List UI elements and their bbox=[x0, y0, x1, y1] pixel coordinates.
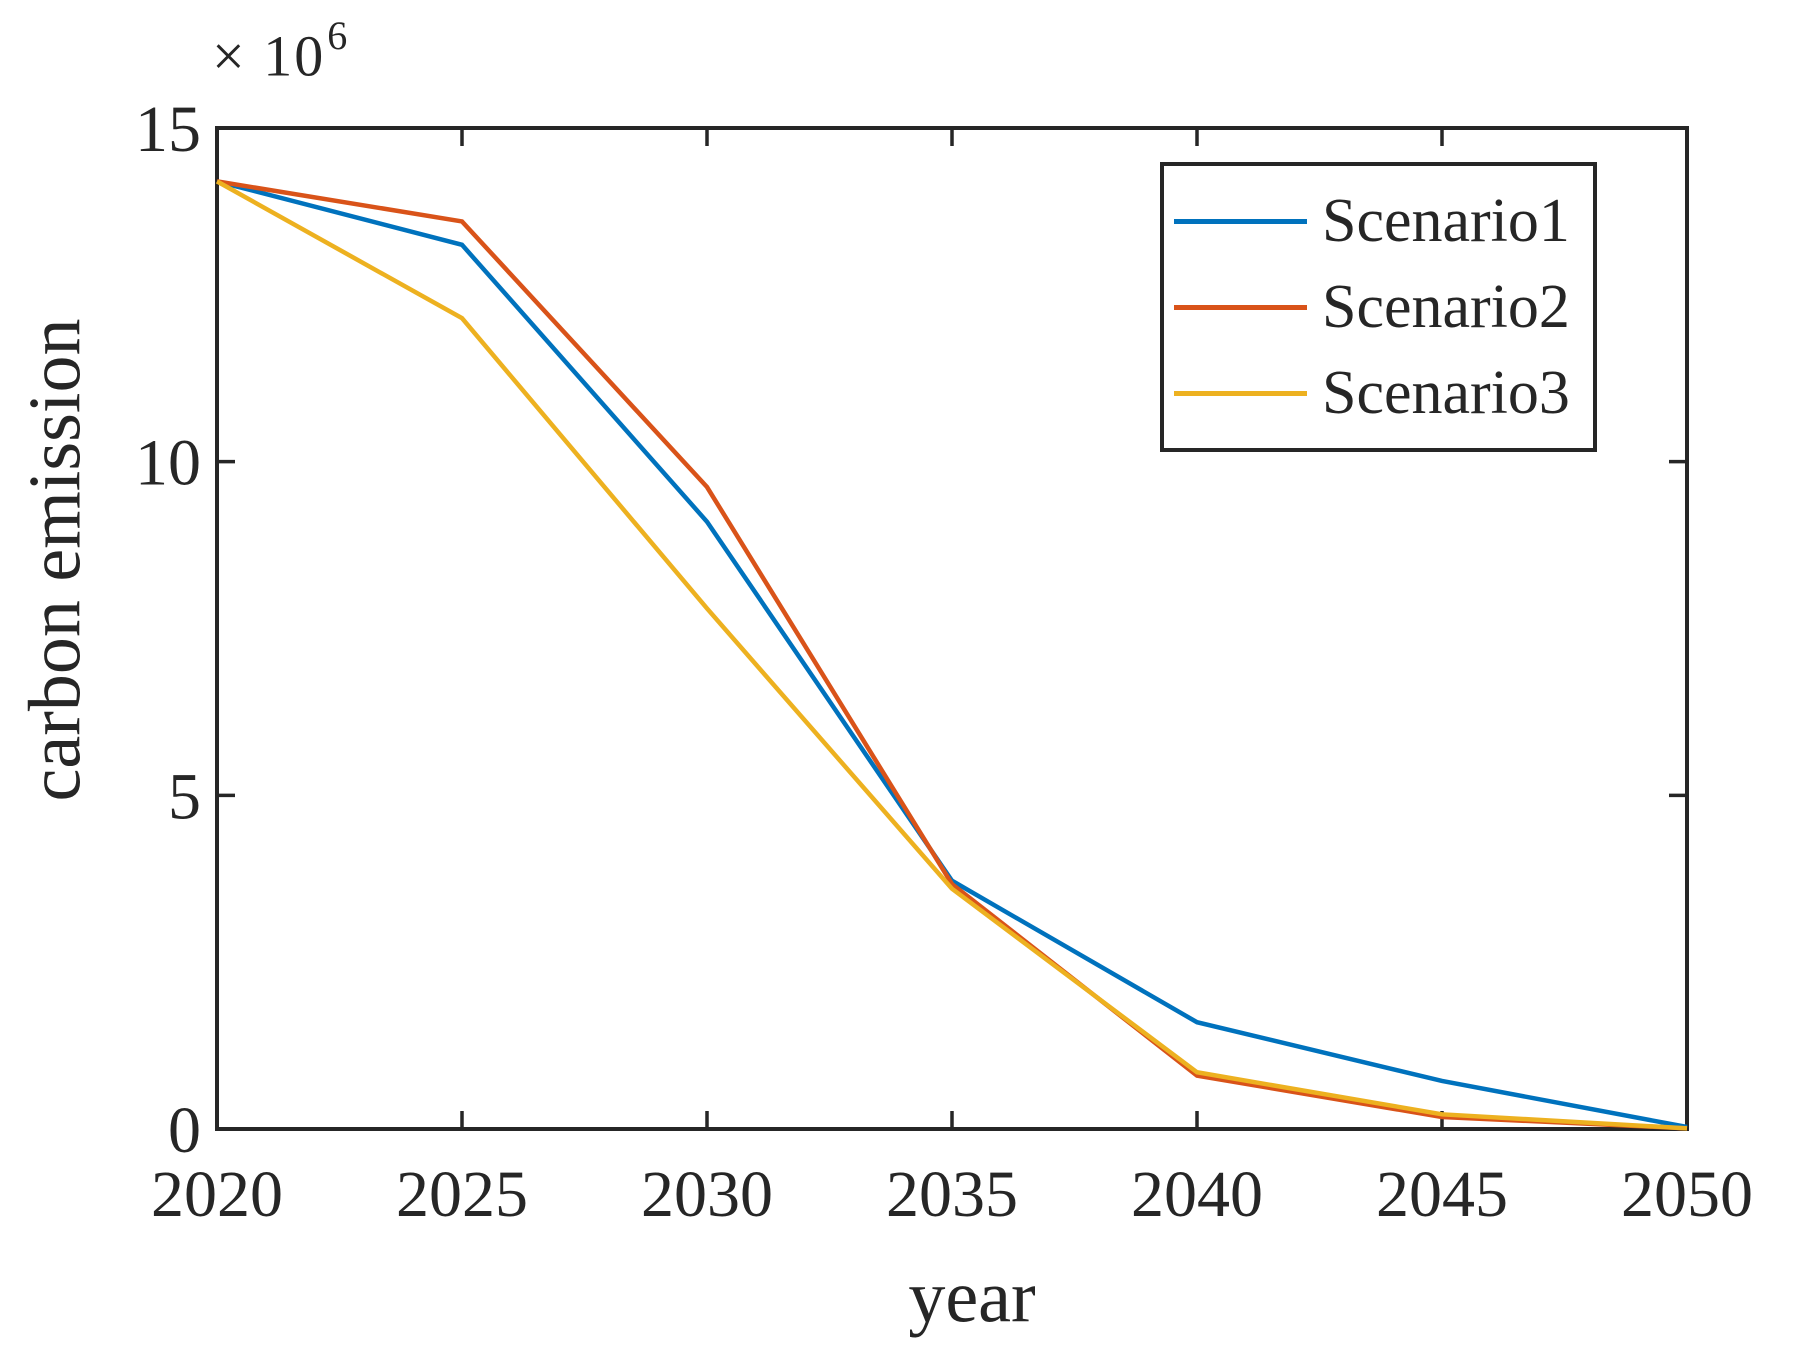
y-axis-offset-label: × 106 bbox=[212, 13, 347, 89]
x-tick-label: 2025 bbox=[396, 1158, 528, 1231]
y-axis-offset-multiplier: × 10 bbox=[212, 23, 326, 89]
series-line-scenario2 bbox=[216, 179, 1688, 1131]
legend-line-sample bbox=[1174, 304, 1307, 310]
legend-line-sample bbox=[1174, 218, 1307, 224]
x-tick-label: 2035 bbox=[886, 1158, 1018, 1231]
x-axis-label: year bbox=[908, 1256, 1036, 1339]
y-tick-label: 5 bbox=[168, 760, 201, 833]
x-tick-label: 2050 bbox=[1621, 1158, 1753, 1231]
x-tick-label: 2020 bbox=[151, 1158, 283, 1231]
y-tick-label: 10 bbox=[135, 427, 201, 500]
x-tick-label: 2030 bbox=[641, 1158, 773, 1231]
legend-item-scenario2: Scenario2 bbox=[1174, 276, 1593, 338]
y-axis-offset-exponent: 6 bbox=[327, 13, 350, 58]
legend-item-scenario3: Scenario3 bbox=[1174, 362, 1593, 424]
legend-item-label: Scenario3 bbox=[1322, 359, 1570, 427]
legend-item-scenario1: Scenario1 bbox=[1174, 190, 1593, 252]
series-line-scenario3 bbox=[215, 179, 1688, 1131]
legend-item-label: Scenario2 bbox=[1322, 273, 1570, 341]
legend-line-sample bbox=[1174, 390, 1307, 396]
y-axis-label: carbon emission bbox=[14, 318, 97, 802]
x-tick-label: 2040 bbox=[1131, 1158, 1263, 1231]
y-tick-label: 0 bbox=[168, 1094, 201, 1167]
x-tick-label: 2045 bbox=[1376, 1158, 1508, 1231]
y-tick-label: 15 bbox=[135, 93, 201, 166]
legend-item-label: Scenario1 bbox=[1322, 187, 1570, 255]
legend: Scenario1 Scenario2 Scenario3 bbox=[1160, 162, 1597, 452]
